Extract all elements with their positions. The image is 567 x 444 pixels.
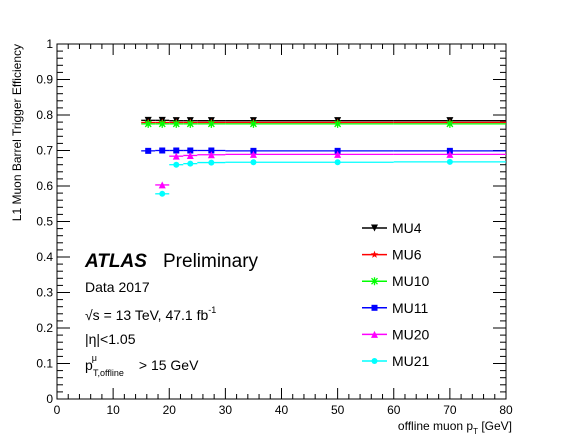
y-tick-label: 0.5 <box>36 215 53 229</box>
data-point <box>249 119 258 128</box>
y-tick-label: 0.1 <box>36 357 53 371</box>
legend-marker <box>371 358 378 364</box>
legend-marker <box>371 224 378 232</box>
data-point <box>144 119 153 128</box>
data-point <box>173 147 180 154</box>
legend-item-mu21: MU21 <box>362 353 430 369</box>
data-point <box>207 151 215 159</box>
x-tick-label: 30 <box>219 403 233 417</box>
energy-label-main: √s = 13 TeV, 47.1 fb <box>85 307 208 323</box>
data-point <box>159 190 166 197</box>
data-point <box>250 147 257 154</box>
x-tick-label: 50 <box>331 403 345 417</box>
x-axis-title-main: offline muon p <box>398 419 473 433</box>
dataset-label: Data 2017 <box>85 279 150 295</box>
data-point <box>173 161 180 168</box>
y-tick-label: 1 <box>46 37 53 51</box>
legend-item-mu11: MU11 <box>362 300 429 316</box>
legend-label: MU20 <box>392 326 430 342</box>
legend-item-mu20: MU20 <box>362 326 430 342</box>
data-point <box>334 150 342 158</box>
series-mu11 <box>141 147 506 154</box>
legend-marker <box>370 250 379 258</box>
data-point <box>158 119 167 128</box>
data-point <box>208 159 215 166</box>
data-series <box>141 116 506 197</box>
data-point <box>159 147 166 154</box>
data-point <box>158 181 166 189</box>
legend-label: MU11 <box>392 300 429 316</box>
series-mu21 <box>155 158 506 197</box>
pt-cut-sup: μ <box>92 353 97 363</box>
x-tick-label: 10 <box>106 403 120 417</box>
x-tick-label: 20 <box>163 403 177 417</box>
atlas-label: ATLAS <box>84 251 147 272</box>
data-point <box>145 147 152 154</box>
y-tick-label: 0.4 <box>36 250 53 264</box>
x-tick-label: 40 <box>275 403 289 417</box>
data-point <box>187 160 194 167</box>
y-axis-title: L1 Muon Barrel Trigger Efficiency <box>10 44 24 221</box>
legend-item-mu6: MU6 <box>362 247 422 263</box>
series-mu10 <box>141 119 506 128</box>
x-tick-label: 70 <box>443 403 457 417</box>
legend: MU4 MU6 MU10 MU11 MU20 MU21 <box>362 220 430 369</box>
x-axis-title-unit: [GeV] <box>478 419 512 433</box>
data-point <box>186 119 195 128</box>
legend-label: MU10 <box>392 273 430 289</box>
legend-label: MU6 <box>392 247 422 263</box>
energy-label-sup: -1 <box>208 305 216 315</box>
legend-item-mu10: MU10 <box>362 273 430 289</box>
legend-item-mu4: MU4 <box>362 220 422 236</box>
data-point <box>172 119 181 128</box>
data-point <box>172 152 180 160</box>
preliminary-label: Preliminary <box>163 251 259 272</box>
series-mu20 <box>155 150 506 189</box>
data-point <box>446 150 454 158</box>
pt-cut-sub: T,offline <box>93 368 124 378</box>
y-tick-label: 0.9 <box>36 73 53 87</box>
data-point <box>187 147 194 154</box>
energy-label: √s = 13 TeV, 47.1 fb-1 <box>85 305 216 323</box>
x-axis-title: offline muon pT [GeV] <box>398 419 512 436</box>
pt-cut-label: pμ T,offline > 15 GeV <box>85 353 199 378</box>
eta-label: |η|<1.05 <box>85 331 136 347</box>
x-axis-title-sub: T <box>473 427 478 436</box>
x-tick-label: 0 <box>54 403 61 417</box>
legend-marker <box>370 277 379 286</box>
data-point <box>186 151 194 159</box>
data-point <box>249 150 257 158</box>
data-point <box>446 147 453 154</box>
data-point <box>334 159 341 166</box>
y-tick-label: 0.2 <box>36 321 53 335</box>
legend-label: MU4 <box>392 220 422 236</box>
data-point <box>334 147 341 154</box>
y-tick-label: 0.8 <box>36 108 53 122</box>
pt-cut-main: p <box>85 357 93 373</box>
y-tick-label: 0.7 <box>36 144 53 158</box>
data-point <box>208 147 215 154</box>
y-tick-label: 0 <box>46 392 53 406</box>
y-tick-label: 0.6 <box>36 179 53 193</box>
x-tick-label: 80 <box>499 403 513 417</box>
data-point <box>250 159 257 166</box>
pt-cut-rest: > 15 GeV <box>135 357 199 373</box>
x-tick-label: 60 <box>387 403 401 417</box>
data-point <box>445 119 454 128</box>
legend-label: MU21 <box>392 353 430 369</box>
legend-marker <box>371 304 378 311</box>
y-tick-label: 0.3 <box>36 286 53 300</box>
data-point <box>207 119 216 128</box>
legend-marker <box>371 330 378 338</box>
data-point <box>333 119 342 128</box>
data-point <box>446 158 453 165</box>
